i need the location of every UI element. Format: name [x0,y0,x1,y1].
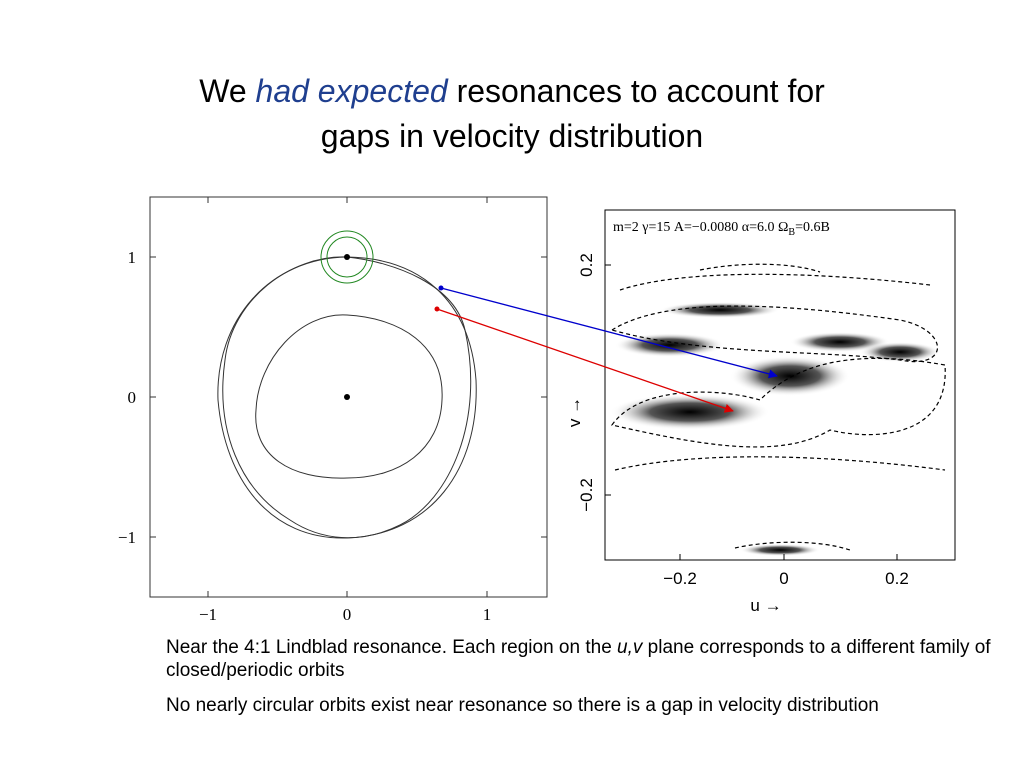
y-tick-label: −1 [118,528,136,547]
note-text: Near the 4:1 Lindblad resonance. Each re… [166,637,618,658]
x-axis-label: u → [750,596,781,615]
arrow-start [438,285,444,291]
orbit-figure [149,196,548,598]
y-axis-label: v → [565,397,584,427]
right-ticks: −0.2 0 0.2 0.2 −0.2 v → u → [565,253,909,615]
left-ticks: −1 0 1 1 0 −1 [118,248,491,624]
x-tick-label: 0.2 [885,569,909,588]
x-tick-label: 0 [343,605,352,624]
title-text: We [199,73,255,109]
title-emphasis: had expected [256,73,449,109]
point [344,394,350,400]
title-line-2: gaps in velocity distribution [321,118,703,154]
slide-graphics: We had expected resonances to account fo… [118,73,956,624]
figure-header: m=2 γ=15 A=−0.0080 α=6.0 ΩB=0.6B [613,220,830,238]
point [344,254,350,260]
title-text: resonances to account for [448,73,825,109]
arrow [436,308,734,413]
header-text: =0.6B [795,220,830,235]
y-tick-label: −0.2 [577,478,596,512]
arrow-start [434,306,440,312]
note-text: plane corresponds to a different family … [166,637,991,681]
header-subscript: B [788,227,795,238]
x-tick-label: 1 [483,605,492,624]
header-text: m=2 γ=15 A=−0.0080 α=6.0 Ω [613,220,788,235]
y-tick-label: 0 [128,388,137,407]
note: Near the 4:1 Lindblad resonance. Each re… [166,636,1006,682]
y-tick-label: 0.2 [577,253,596,277]
note-italic: u,v [617,637,643,658]
title-line-1: We had expected resonances to account fo… [199,73,825,109]
velocity-figure [604,209,956,561]
x-tick-label: 0 [779,569,788,588]
arrow [440,287,778,379]
x-tick-label: −0.2 [663,569,697,588]
x-tick-label: −1 [199,605,217,624]
note: No nearly circular orbits exist near res… [166,695,879,716]
y-tick-label: 1 [128,248,137,267]
